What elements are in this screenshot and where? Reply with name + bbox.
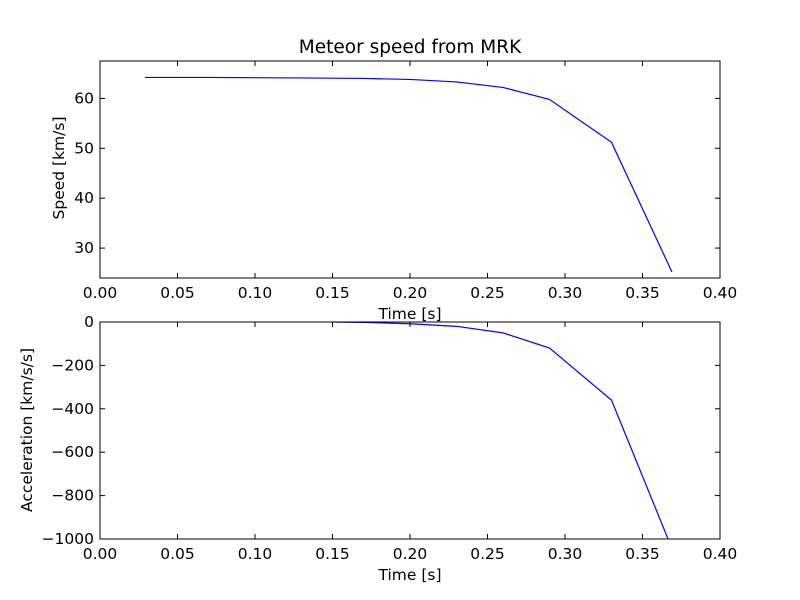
speed-chart-y-tick-label: 40 <box>74 189 94 207</box>
speed-chart-x-tick-label: 0.05 <box>160 284 195 302</box>
speed-chart-x-tick-label: 0.25 <box>470 284 505 302</box>
acceleration-chart-frame <box>99 321 721 540</box>
speed-chart-ticks: 0.00 0.05 0.10 0.15 0.20 0.25 0.30 0.35 0.40 30 40… <box>74 61 737 302</box>
speed-chart: Meteor speed from MRK 0.00 0.05 0.10 0.15 0.… <box>50 37 737 323</box>
acceleration-chart-x-tick-label: 0.35 <box>625 545 660 563</box>
acceleration-chart-series-line <box>332 322 669 539</box>
acceleration-chart-y-tick-label: −200 <box>51 356 94 374</box>
speed-chart-x-tick-label: 0.20 <box>393 284 428 302</box>
acceleration-chart-y-tick-label: −1000 <box>42 530 94 548</box>
speed-chart-y-tick-label: 30 <box>74 239 94 257</box>
acceleration-chart-x-tick-label: 0.00 <box>83 545 118 563</box>
speed-chart-x-tick-label: 0.10 <box>238 284 273 302</box>
acceleration-chart-y-tick-label: −600 <box>51 443 94 461</box>
acceleration-chart-y-tick-label: −800 <box>51 487 94 505</box>
speed-chart-marks <box>144 76 673 273</box>
acceleration-chart-x-tick-label: 0.40 <box>703 545 738 563</box>
speed-chart-frame <box>99 60 721 279</box>
speed-chart-x-axis-label: Time [s] <box>377 305 441 323</box>
acceleration-chart-y-tick-label: 0 <box>84 313 94 331</box>
speed-chart-x-tick-label: 0.00 <box>83 284 118 302</box>
speed-chart-x-tick-label: 0.15 <box>315 284 350 302</box>
acceleration-chart-ticks: 0.00 0.05 0.10 0.15 0.20 0.25 0.30 0.35 0.40 −100… <box>42 313 738 563</box>
acceleration-chart-x-tick-label: 0.15 <box>315 545 350 563</box>
speed-chart-y-axis-label: Speed [km/s] <box>50 117 68 220</box>
acceleration-chart-x-tick-label: 0.30 <box>548 545 583 563</box>
speed-chart-y-tick-label: 60 <box>74 89 94 107</box>
acceleration-chart-x-tick-label: 0.20 <box>393 545 428 563</box>
speed-chart-x-tick-label: 0.40 <box>703 284 738 302</box>
speed-chart-x-tick-label: 0.30 <box>548 284 583 302</box>
acceleration-chart-y-axis-label: Acceleration [km/s/s] <box>18 348 36 512</box>
speed-chart-series-line <box>144 76 673 273</box>
acceleration-chart-x-tick-label: 0.10 <box>238 545 273 563</box>
speed-chart-x-tick-label: 0.35 <box>625 284 660 302</box>
speed-chart-y-tick-label: 50 <box>74 139 94 157</box>
acceleration-chart-marks <box>332 322 669 539</box>
acceleration-chart-x-tick-label: 0.05 <box>160 545 195 563</box>
speed-chart-title: Meteor speed from MRK <box>299 37 522 58</box>
acceleration-chart-x-axis-label: Time [s] <box>377 566 441 584</box>
acceleration-chart: 0.00 0.05 0.10 0.15 0.20 0.25 0.30 0.35 0.40 −100… <box>18 313 737 584</box>
acceleration-chart-y-tick-label: −400 <box>51 400 94 418</box>
acceleration-chart-x-tick-label: 0.25 <box>470 545 505 563</box>
